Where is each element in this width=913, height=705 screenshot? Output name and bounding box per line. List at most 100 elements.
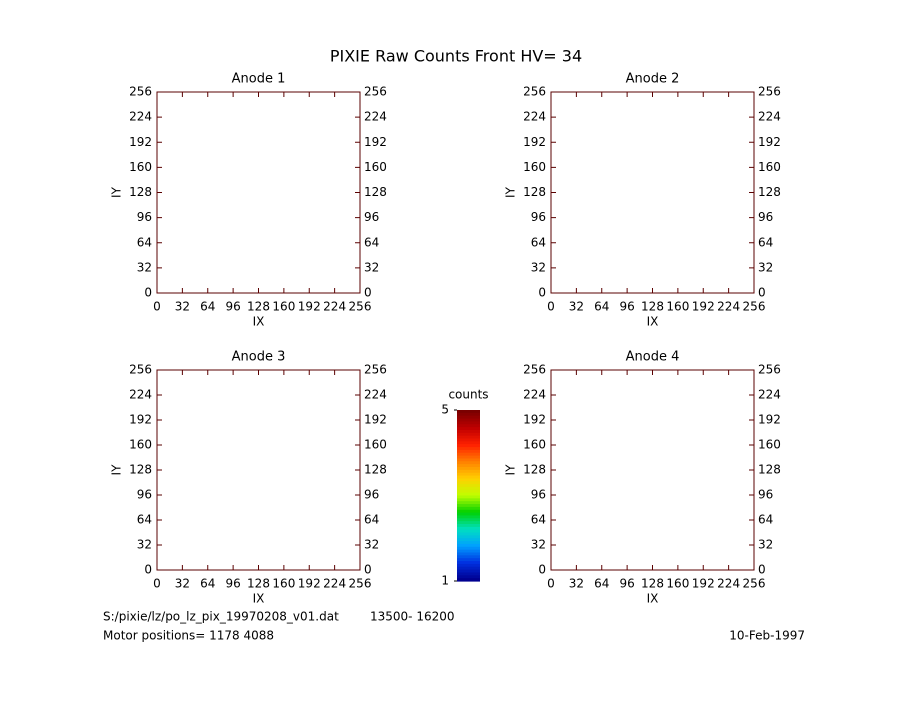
colorbar-band [457,461,480,465]
x-tick-label: 128 [247,577,270,591]
x-tick-label: 96 [225,300,240,314]
colorbar-band [457,427,480,431]
y-tick-label-right: 192 [364,413,387,427]
colorbar-band [457,467,480,471]
x-tick-label: 192 [298,577,321,591]
plot-area [550,369,755,571]
y-tick-label: 160 [129,160,152,174]
y-tick-label: 96 [531,488,546,502]
colorbar-band [457,555,480,559]
x-tick-label: 32 [569,300,584,314]
y-tick-label-right: 128 [364,185,387,199]
y-tick-label-right: 256 [364,85,387,99]
x-tick-label: 224 [323,300,346,314]
x-tick-label: 128 [641,300,664,314]
plot-area [156,369,361,571]
y-tick-label: 192 [129,135,152,149]
y-axis-label: IY [504,186,518,198]
y-tick-label-right: 0 [364,563,372,577]
x-tick-label: 96 [619,577,634,591]
colorbar-band [457,484,480,488]
y-tick-label: 192 [129,413,152,427]
y-tick-label: 64 [531,513,546,527]
y-axis-label: IY [110,464,124,476]
x-tick-label: 224 [717,300,740,314]
y-tick-label: 96 [137,210,152,224]
colorbar-band [457,549,480,554]
y-tick-label: 160 [523,160,546,174]
x-tick-label: 64 [594,300,609,314]
figure-title: PIXIE Raw Counts Front HV= 34 [330,47,582,66]
colorbar-tick-label: 1 [441,574,449,588]
colorbar-band [457,569,480,574]
y-tick-label: 256 [129,363,152,377]
y-axis-label: IY [110,186,124,198]
colorbar-band [457,524,480,528]
x-axis-label: IX [647,315,659,329]
colorbar-band [457,432,480,437]
colorbar-band [457,535,480,539]
colorbar-band [457,509,480,514]
y-tick-label: 160 [523,438,546,452]
colorbar-band [457,492,480,497]
colorbar-band [457,515,480,519]
x-tick-label: 160 [272,577,295,591]
colorbar-band [457,566,480,571]
y-tick-label: 128 [523,185,546,199]
y-tick-label-right: 160 [364,438,387,452]
colorbar-band [457,441,480,445]
panel-title: Anode 1 [232,72,286,87]
colorbar-band [457,572,480,576]
x-tick-label: 128 [641,577,664,591]
y-tick-label-right: 64 [758,235,773,249]
colorbar-band [457,575,480,579]
colorbar-band [457,558,480,562]
y-tick-label: 224 [523,388,546,402]
y-tick-label-right: 192 [364,135,387,149]
y-tick-label-right: 64 [758,513,773,527]
colorbar-band [457,475,480,479]
colorbar-band [457,435,480,440]
colorbar-band [457,410,480,414]
colorbar-band [457,449,480,454]
x-tick-label: 96 [225,577,240,591]
y-tick-label: 32 [137,260,152,274]
y-tick-label: 128 [129,463,152,477]
x-tick-label: 256 [743,300,766,314]
y-tick-label-right: 224 [758,388,781,402]
x-axis-label: IX [253,592,265,606]
y-tick-label-right: 224 [364,388,387,402]
colorbar-band [457,532,480,536]
y-tick-label-right: 64 [364,513,379,527]
x-tick-label: 160 [666,300,689,314]
colorbar-band [457,578,480,582]
colorbar-band [457,415,480,420]
colorbar-band [457,458,480,462]
y-tick-label: 128 [523,463,546,477]
y-tick-label-right: 32 [364,260,379,274]
y-tick-label: 64 [531,235,546,249]
colorbar-band [457,472,480,477]
colorbar-band [457,538,480,542]
time-range: 13500- 16200 [370,610,455,624]
x-tick-label: 256 [743,577,766,591]
colorbar-band [457,489,480,494]
y-tick-label-right: 160 [758,160,781,174]
y-tick-label: 160 [129,438,152,452]
colorbar-band [457,543,480,548]
colorbar-band [457,452,480,457]
colorbar-band [457,478,480,482]
colorbar-band [457,469,480,474]
y-tick-label-right: 96 [758,488,773,502]
y-tick-label: 224 [523,110,546,124]
colorbar-band [457,563,480,568]
y-tick-label-right: 0 [364,286,372,300]
colorbar-label: counts [448,388,488,402]
y-tick-label: 192 [523,135,546,149]
colorbar-band [457,498,480,502]
colorbar-band [457,526,480,531]
y-tick-label: 224 [129,388,152,402]
colorbar-band [457,486,480,491]
x-tick-label: 32 [175,577,190,591]
